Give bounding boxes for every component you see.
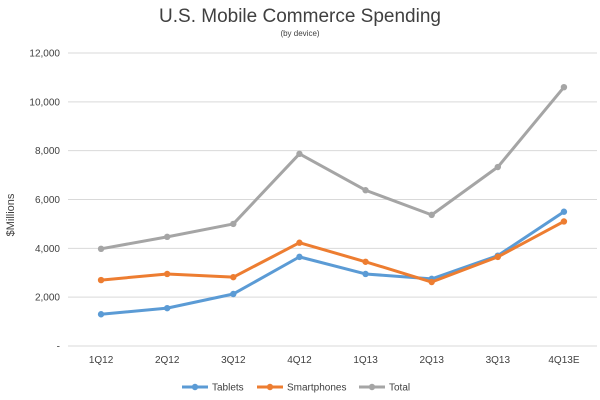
data-point-tablets	[163, 304, 171, 312]
series-lines	[97, 83, 568, 318]
data-point-total	[494, 163, 502, 171]
chart-subtitle: (by device)	[280, 29, 319, 38]
x-tick-label: 1Q13	[353, 355, 378, 366]
data-point-tablets	[362, 270, 369, 278]
y-tick-label: 2,000	[35, 293, 60, 304]
y-tick-label: 6,000	[35, 195, 60, 206]
y-axis-ticks: - 2,000 4,000 6,000 8,000 10,000 12,000	[29, 49, 60, 353]
x-tick-label: 3Q13	[486, 355, 511, 366]
x-tick-label: 2Q12	[155, 355, 180, 366]
data-point-total	[230, 220, 237, 228]
legend-marker-tablets	[191, 383, 199, 391]
x-tick-label: 4Q13E	[548, 355, 579, 366]
legend-item-tablets: Tablets	[182, 383, 244, 394]
x-tick-label: 1Q12	[89, 355, 114, 366]
x-axis-ticks: 1Q12 2Q12 3Q12 4Q12 1Q13 2Q13 3Q13 4Q13E	[89, 355, 580, 366]
legend: Tablets Smartphones Total	[182, 383, 410, 394]
data-point-total	[362, 187, 369, 194]
y-tick-label: 10,000	[29, 97, 60, 108]
data-point-total	[428, 211, 435, 219]
data-point-tablets	[560, 208, 568, 215]
y-tick-label: 4,000	[35, 244, 60, 255]
data-point-total	[296, 150, 303, 158]
x-tick-label: 4Q12	[287, 355, 312, 366]
series-smartphones	[97, 218, 568, 286]
legend-item-smartphones: Smartphones	[257, 383, 346, 394]
data-point-smartphones	[494, 253, 502, 261]
legend-label: Tablets	[212, 383, 244, 394]
data-point-smartphones	[230, 273, 237, 281]
data-point-smartphones	[97, 276, 105, 284]
legend-label: Smartphones	[287, 383, 346, 394]
y-tick-label: 12,000	[29, 49, 60, 60]
y-tick-label: -	[57, 342, 60, 353]
data-point-smartphones	[296, 239, 303, 246]
data-point-smartphones	[428, 278, 435, 286]
legend-item-total: Total	[359, 383, 410, 394]
series-tablets	[97, 208, 568, 318]
x-tick-label: 2Q13	[419, 355, 444, 366]
legend-label: Total	[389, 383, 410, 394]
legend-marker-total	[368, 383, 376, 391]
data-point-smartphones	[560, 218, 568, 225]
series-total	[97, 83, 568, 253]
data-point-tablets	[296, 253, 303, 261]
data-point-tablets	[230, 290, 237, 298]
x-tick-label: 3Q12	[221, 355, 246, 366]
data-point-total	[97, 245, 105, 253]
data-point-total	[560, 83, 568, 91]
data-point-smartphones	[163, 270, 171, 278]
y-tick-label: 8,000	[35, 146, 60, 157]
gridlines	[68, 52, 597, 347]
data-point-total	[163, 233, 171, 241]
chart-title: U.S. Mobile Commerce Spending	[159, 6, 441, 27]
data-point-smartphones	[362, 258, 369, 265]
series-line-tablets	[99, 210, 566, 316]
data-point-tablets	[97, 311, 105, 318]
series-line-smartphones	[99, 219, 566, 284]
legend-marker-smartphones	[266, 383, 274, 391]
series-line-total	[99, 85, 566, 251]
y-axis-title: $Millions	[5, 193, 17, 236]
